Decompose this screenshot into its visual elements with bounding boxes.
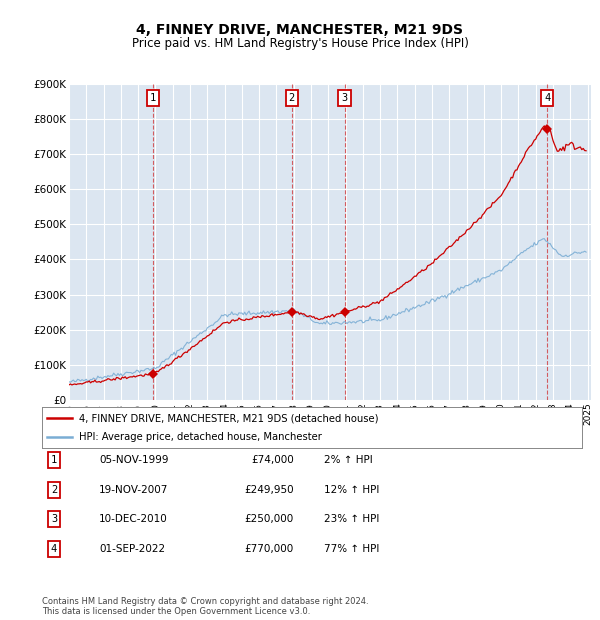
Text: This data is licensed under the Open Government Licence v3.0.: This data is licensed under the Open Gov… <box>42 607 310 616</box>
Text: HPI: Average price, detached house, Manchester: HPI: Average price, detached house, Manc… <box>79 432 322 442</box>
Text: 77% ↑ HPI: 77% ↑ HPI <box>324 544 379 554</box>
Text: 2: 2 <box>289 93 295 103</box>
Text: 2: 2 <box>51 485 57 495</box>
Text: £249,950: £249,950 <box>244 485 294 495</box>
Text: 05-NOV-1999: 05-NOV-1999 <box>99 455 169 465</box>
Text: £74,000: £74,000 <box>251 455 294 465</box>
Text: 23% ↑ HPI: 23% ↑ HPI <box>324 514 379 524</box>
Text: 4: 4 <box>51 544 57 554</box>
Text: 2% ↑ HPI: 2% ↑ HPI <box>324 455 373 465</box>
Text: 1: 1 <box>149 93 156 103</box>
Text: Contains HM Land Registry data © Crown copyright and database right 2024.: Contains HM Land Registry data © Crown c… <box>42 597 368 606</box>
Text: 12% ↑ HPI: 12% ↑ HPI <box>324 485 379 495</box>
Text: 01-SEP-2022: 01-SEP-2022 <box>99 544 165 554</box>
Text: 10-DEC-2010: 10-DEC-2010 <box>99 514 168 524</box>
Text: 19-NOV-2007: 19-NOV-2007 <box>99 485 169 495</box>
Text: 3: 3 <box>51 514 57 524</box>
Text: 1: 1 <box>51 455 57 465</box>
Text: 3: 3 <box>341 93 347 103</box>
Text: 4: 4 <box>544 93 550 103</box>
Text: £250,000: £250,000 <box>245 514 294 524</box>
Text: £770,000: £770,000 <box>245 544 294 554</box>
Text: 4, FINNEY DRIVE, MANCHESTER, M21 9DS (detached house): 4, FINNEY DRIVE, MANCHESTER, M21 9DS (de… <box>79 413 378 423</box>
Text: 4, FINNEY DRIVE, MANCHESTER, M21 9DS: 4, FINNEY DRIVE, MANCHESTER, M21 9DS <box>137 23 464 37</box>
Text: Price paid vs. HM Land Registry's House Price Index (HPI): Price paid vs. HM Land Registry's House … <box>131 37 469 50</box>
